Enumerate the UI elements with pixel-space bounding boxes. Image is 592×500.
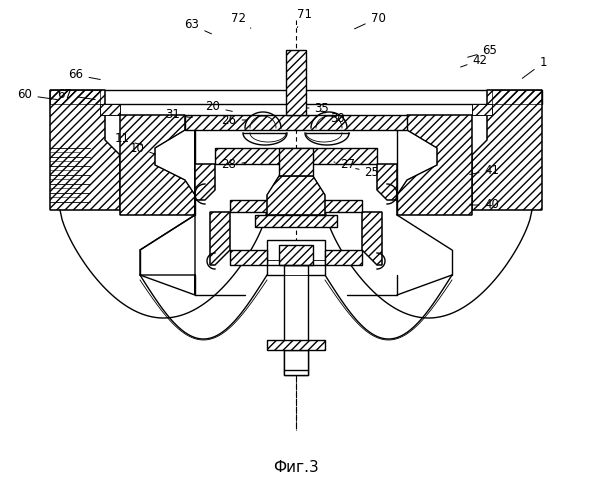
- Polygon shape: [50, 90, 120, 210]
- Text: 25: 25: [356, 166, 379, 178]
- Polygon shape: [230, 250, 267, 265]
- Polygon shape: [50, 90, 542, 104]
- Polygon shape: [279, 245, 313, 265]
- Text: 10: 10: [130, 142, 155, 154]
- Polygon shape: [255, 215, 337, 227]
- Text: 30: 30: [321, 111, 345, 124]
- Polygon shape: [140, 130, 195, 295]
- Text: 63: 63: [185, 18, 211, 34]
- Polygon shape: [100, 104, 120, 115]
- Polygon shape: [362, 212, 382, 265]
- Text: 42: 42: [461, 54, 487, 67]
- Polygon shape: [472, 90, 542, 210]
- Text: 28: 28: [221, 158, 246, 172]
- Polygon shape: [210, 212, 230, 265]
- Polygon shape: [195, 164, 215, 200]
- Polygon shape: [267, 340, 325, 350]
- Text: 27: 27: [334, 158, 356, 172]
- Polygon shape: [284, 265, 308, 375]
- Text: 60: 60: [18, 88, 57, 102]
- Polygon shape: [397, 115, 472, 215]
- Polygon shape: [325, 250, 362, 265]
- Polygon shape: [267, 176, 325, 215]
- Text: 35: 35: [307, 102, 329, 114]
- Text: 71: 71: [297, 8, 311, 28]
- Text: 11: 11: [114, 132, 142, 145]
- Text: 70: 70: [355, 12, 385, 29]
- Text: 31: 31: [166, 108, 192, 122]
- Polygon shape: [215, 148, 377, 164]
- Text: 72: 72: [230, 12, 251, 28]
- Text: 66: 66: [69, 68, 100, 82]
- Polygon shape: [286, 50, 306, 115]
- Text: 26: 26: [221, 114, 246, 126]
- Polygon shape: [279, 148, 313, 176]
- Text: 40: 40: [470, 198, 500, 211]
- Text: Фиг.3: Фиг.3: [273, 460, 319, 475]
- Polygon shape: [230, 200, 362, 212]
- Polygon shape: [472, 104, 492, 115]
- Text: 65: 65: [468, 44, 497, 58]
- Text: 20: 20: [205, 100, 232, 114]
- Polygon shape: [267, 240, 325, 275]
- Polygon shape: [377, 164, 397, 200]
- Text: 41: 41: [469, 164, 500, 176]
- Text: 67: 67: [57, 88, 95, 102]
- Text: 1: 1: [522, 56, 547, 78]
- Polygon shape: [185, 115, 407, 130]
- Polygon shape: [120, 115, 195, 215]
- Polygon shape: [284, 350, 308, 375]
